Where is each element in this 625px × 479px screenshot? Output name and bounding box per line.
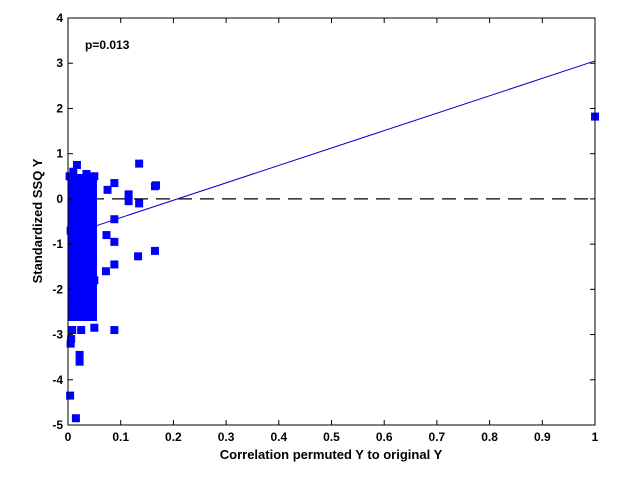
x-tick-label: 0 [65, 430, 72, 444]
x-tick-label: 0.7 [429, 430, 446, 444]
data-point [135, 199, 144, 208]
points-layer [65, 112, 599, 423]
data-point [68, 326, 77, 335]
y-tick-label: -1 [52, 237, 63, 251]
x-tick-label: 0.5 [323, 430, 340, 444]
x-tick-label: 0.2 [165, 430, 182, 444]
x-tick-label: 0.9 [534, 430, 551, 444]
y-tick-label: -3 [52, 328, 63, 342]
data-point [87, 303, 96, 312]
data-point [124, 197, 133, 206]
data-point [85, 310, 94, 319]
x-tick-label: 0.1 [112, 430, 129, 444]
data-point [67, 335, 76, 344]
data-point [77, 208, 86, 217]
data-point [82, 249, 91, 258]
data-point [110, 179, 119, 188]
data-point [66, 226, 75, 235]
data-point [77, 326, 86, 335]
data-point [87, 190, 96, 199]
x-tick-label: 0.4 [270, 430, 287, 444]
regression-line [67, 60, 596, 236]
y-axis-label: Standardized SSQ Y [30, 158, 45, 283]
y-tick-label: 2 [56, 101, 63, 115]
data-point [110, 237, 119, 246]
data-point [78, 298, 87, 307]
y-tick-label: 1 [56, 147, 63, 161]
data-point [70, 280, 79, 289]
p-value-annotation: p=0.013 [85, 38, 130, 52]
x-tick-label: 1 [592, 430, 599, 444]
data-point [101, 267, 110, 276]
data-point [71, 312, 80, 321]
y-tick-label: -2 [52, 282, 63, 296]
data-point [66, 391, 75, 400]
data-point [90, 172, 99, 181]
data-point [124, 190, 133, 199]
data-point [102, 231, 111, 240]
data-point [135, 159, 144, 168]
x-tick-label: 0.3 [218, 430, 235, 444]
x-axis-label: Correlation permuted Y to original Y [220, 447, 443, 462]
data-point [71, 294, 80, 303]
data-point [72, 160, 81, 169]
y-tick-label: -5 [52, 418, 63, 432]
y-tick-label: -4 [52, 373, 63, 387]
data-point [75, 357, 84, 366]
axes-layer: 0 0.1 0.2 0.3 0.4 0.5 0.6 0.7 0.8 0.9 1 -5 -4 -3 -2 -1 0… [52, 11, 598, 444]
data-point [134, 252, 143, 261]
data-point [150, 182, 159, 191]
data-point [90, 323, 99, 332]
data-point [82, 170, 91, 179]
plot-background [68, 18, 595, 425]
data-point [71, 414, 80, 423]
x-tick-label: 0.8 [481, 430, 498, 444]
data-point [103, 185, 112, 194]
data-point [75, 350, 84, 359]
y-tick-label: 0 [56, 192, 63, 206]
data-point [69, 262, 78, 271]
data-point [66, 339, 75, 348]
data-point [150, 246, 159, 255]
data-point [90, 276, 99, 285]
data-point [65, 172, 74, 181]
y-tick-label: 3 [56, 56, 63, 70]
data-point [110, 326, 119, 335]
data-point [68, 244, 77, 253]
data-point [79, 176, 88, 185]
y-tick-label: 4 [56, 11, 63, 25]
x-tick-label: 0.6 [376, 430, 393, 444]
data-point [110, 260, 119, 269]
data-point [79, 240, 88, 249]
data-point [69, 167, 78, 176]
data-point [74, 217, 83, 226]
regression-layer [67, 60, 596, 236]
data-point [85, 285, 94, 294]
